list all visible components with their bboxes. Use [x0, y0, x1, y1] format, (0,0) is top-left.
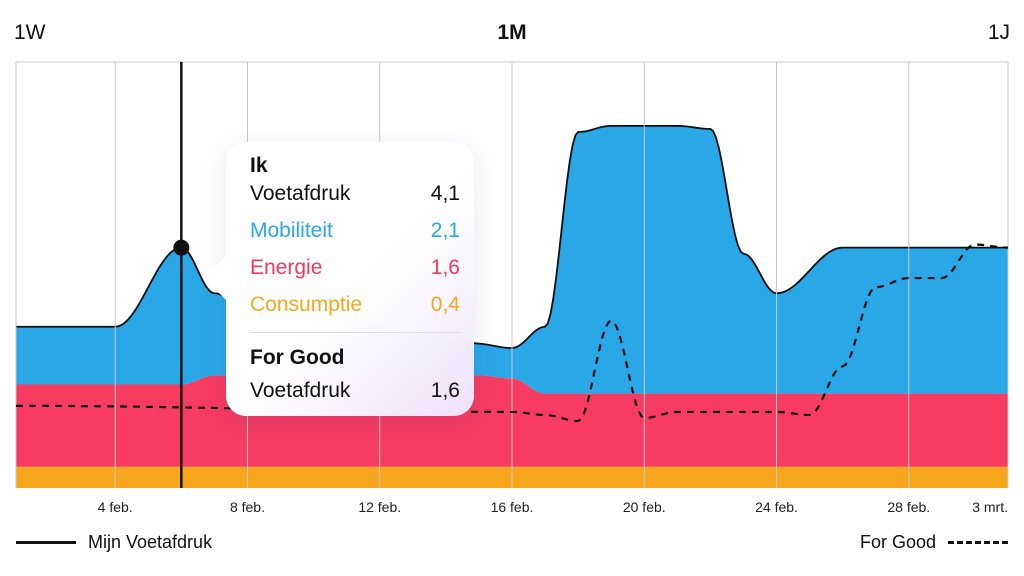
legend-label: Mijn Voetafdruk	[88, 532, 213, 552]
range-tab-month-container: 1M	[0, 20, 1024, 46]
legend-my-footprint: Mijn Voetafdruk	[16, 532, 212, 553]
for-good-line	[16, 243, 1009, 423]
detail-tooltip: Ik Voetafdruk 4,1 Mobiliteit 2,1 Energie…	[204, 142, 474, 416]
range-tab-year[interactable]: 1J	[987, 21, 1010, 44]
tooltip-row-consumption: Consumptie 0,4	[250, 293, 460, 317]
tooltip-row-footprint: Voetafdruk 4,1	[250, 182, 460, 206]
x-tick-label: 4 feb.	[98, 499, 133, 515]
range-tab-week[interactable]: 1W	[14, 21, 46, 44]
tooltip-row-label: Energie	[250, 256, 323, 279]
tooltip-row-label: Consumptie	[250, 293, 363, 316]
tooltip-row-value: 1,6	[430, 256, 460, 279]
range-tab-month[interactable]: 1M	[497, 21, 527, 44]
tooltip-arrow	[204, 256, 226, 300]
tooltip-divider	[250, 332, 460, 333]
x-tick-label: 16 feb.	[491, 499, 534, 515]
tooltip-row-forgood-footprint: Voetafdruk 1,6	[250, 379, 460, 403]
x-tick-label: 28 feb.	[887, 499, 930, 515]
tooltip-forgood-title: For Good	[250, 346, 345, 369]
tooltip-row-value: 4,1	[430, 182, 460, 205]
x-tick-label: 20 feb.	[623, 499, 666, 515]
tooltip-row-value: 1,6	[430, 379, 460, 402]
tooltip-row-energy: Energie 1,6	[250, 256, 460, 280]
legend-solid-line-swatch	[16, 541, 76, 544]
legend-dashed-line-swatch	[948, 541, 1008, 544]
x-tick-label: 12 feb.	[358, 499, 401, 515]
tooltip-row-value: 0,4	[430, 293, 460, 316]
x-tick-label: 24 feb.	[755, 499, 798, 515]
tooltip-row-label: Mobiliteit	[250, 219, 333, 242]
tooltip-row-label: Voetafdruk	[250, 182, 351, 205]
x-tick-label: 8 feb.	[230, 499, 265, 515]
selection-point	[173, 239, 190, 256]
tooltip-row-label: Voetafdruk	[250, 379, 351, 402]
tooltip-me-title: Ik	[250, 154, 268, 177]
legend-label: For Good	[859, 532, 936, 552]
legend-for-good: For Good	[860, 532, 1008, 553]
x-tick-label: 3 mrt.	[972, 499, 1008, 515]
tooltip-row-value: 2,1	[430, 219, 460, 242]
tooltip-row-mobility: Mobiliteit 2,1	[250, 219, 460, 243]
